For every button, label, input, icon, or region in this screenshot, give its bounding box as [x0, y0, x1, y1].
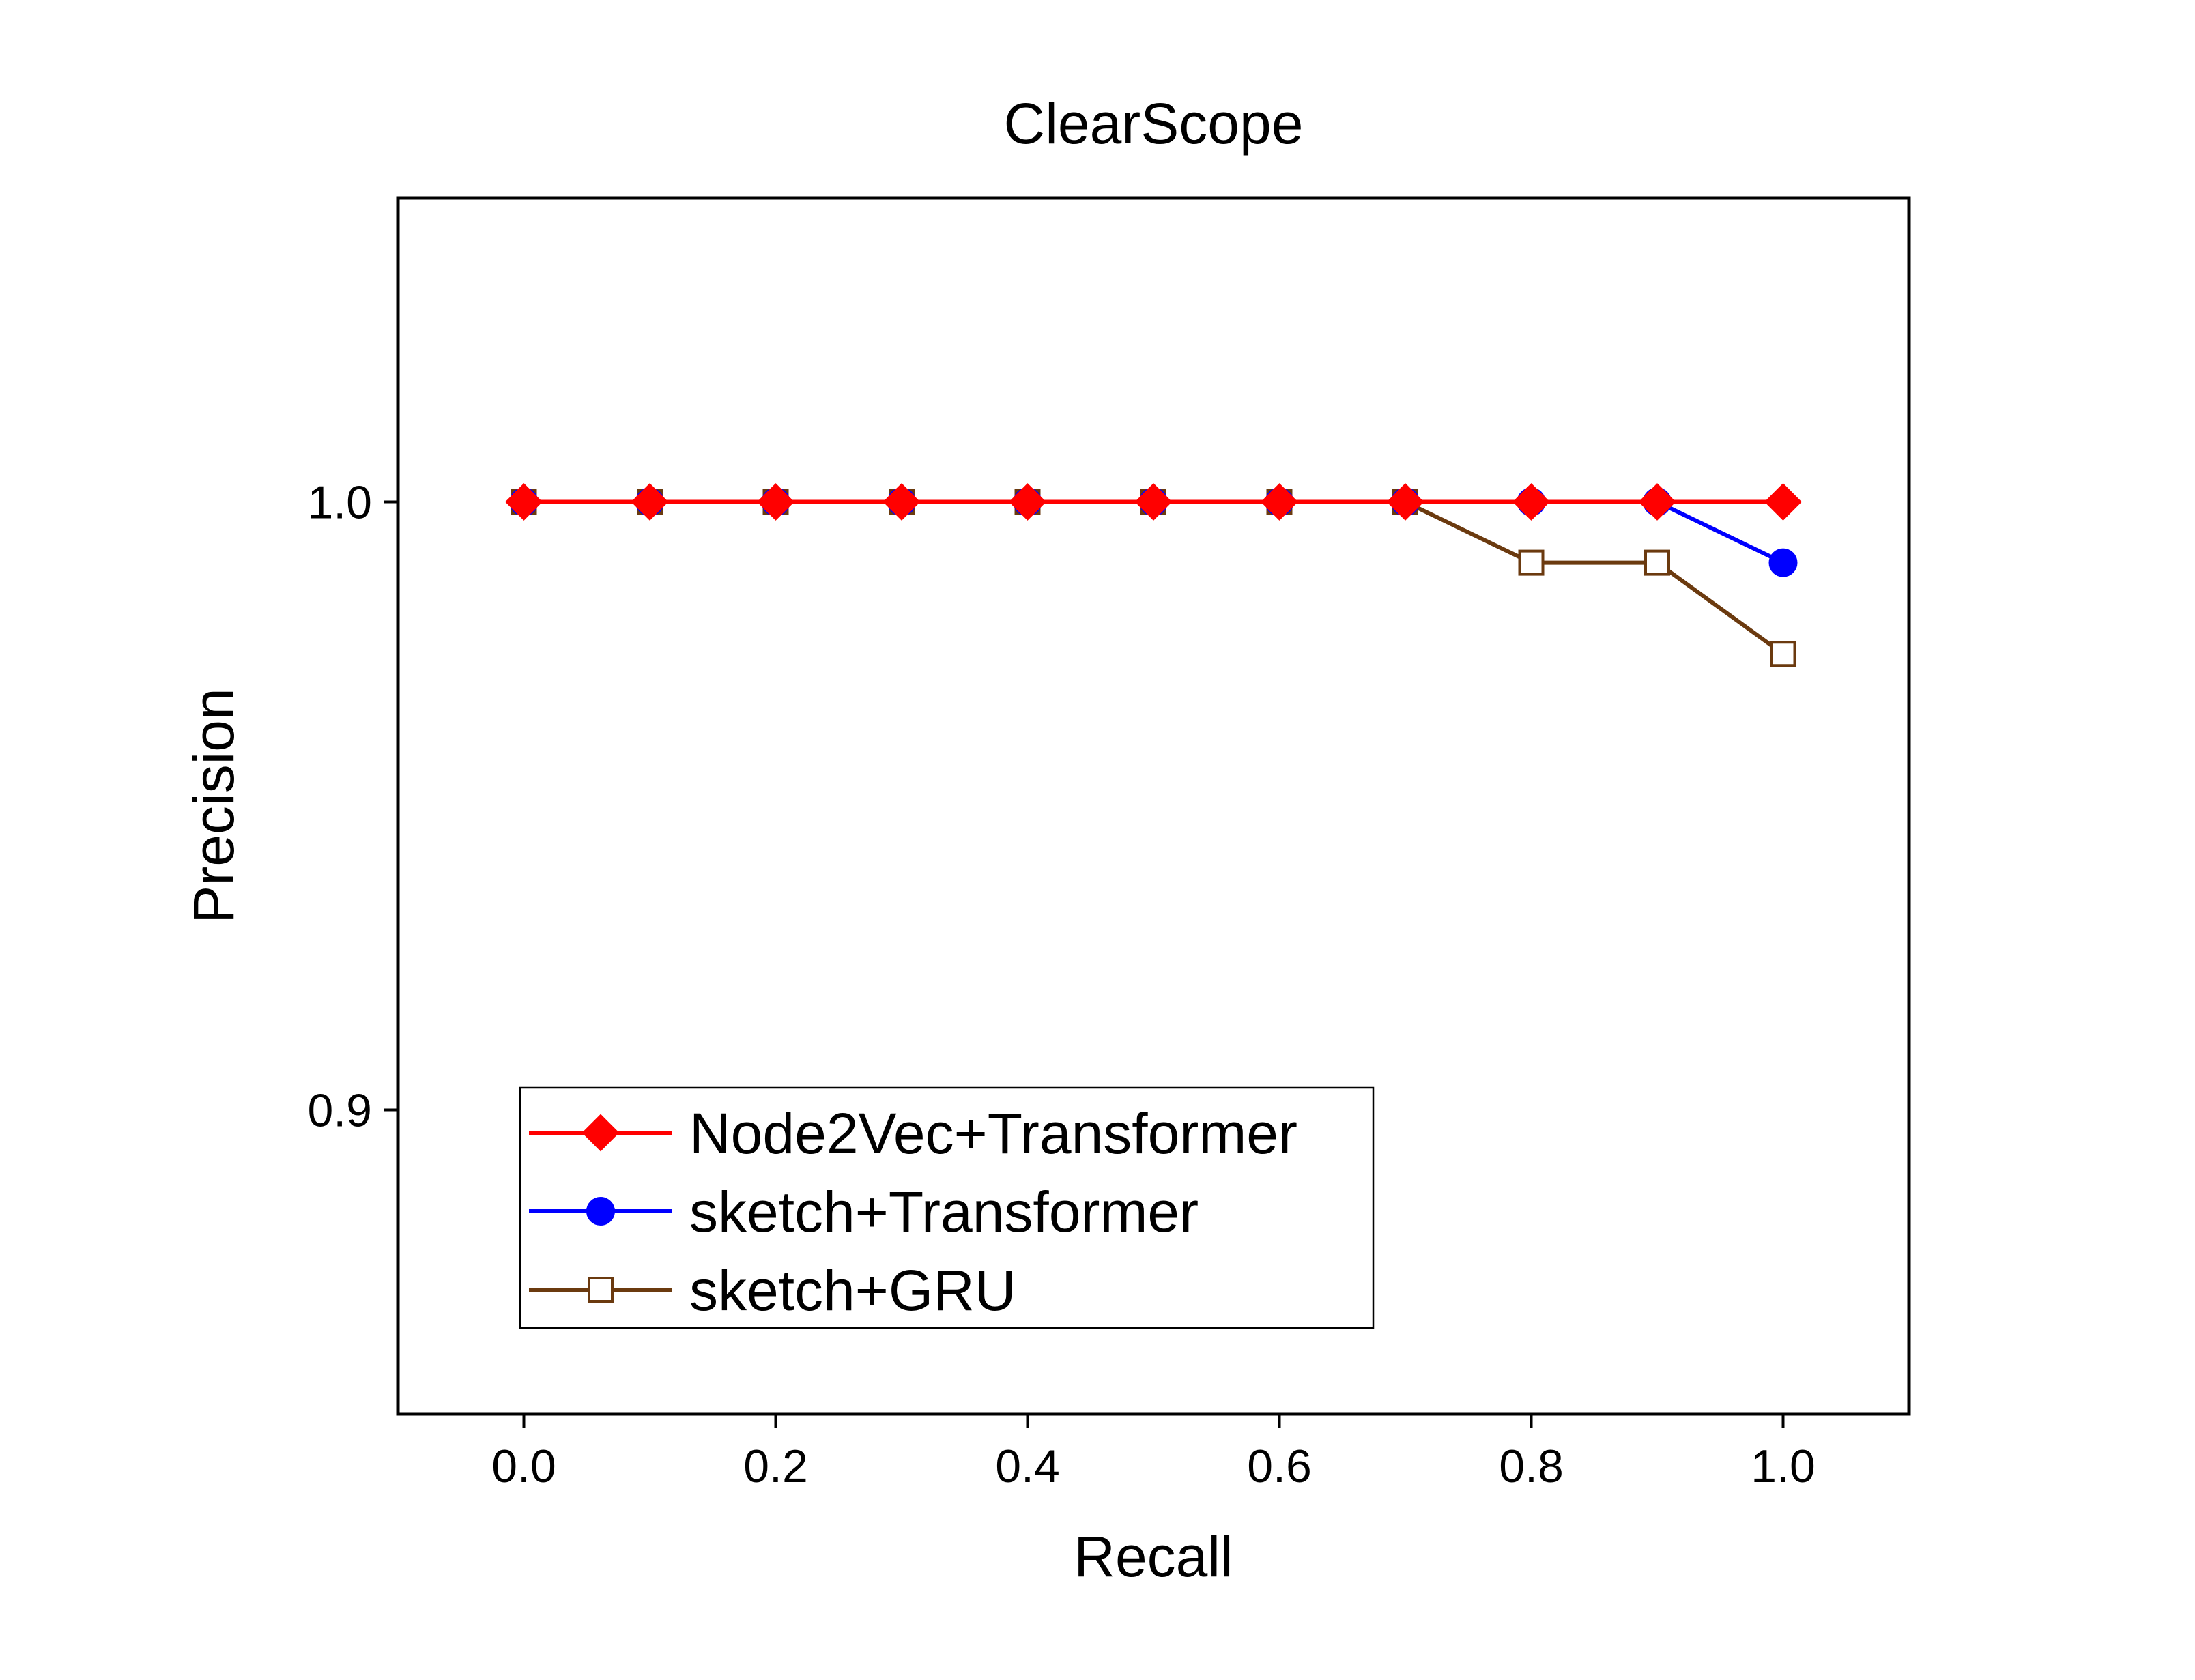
data-point — [1644, 549, 1670, 576]
plot-frame — [396, 196, 1911, 1416]
data-point — [1512, 483, 1550, 521]
y-tick-label: 1.0 — [307, 477, 372, 529]
x-axis: 0.0 0.2 0.4 0.6 0.8 1.0 — [491, 1414, 1816, 1492]
x-axis-label: Recall — [1074, 1524, 1233, 1589]
data-point — [505, 483, 543, 521]
legend-marker — [588, 1277, 614, 1303]
series-node2vec-transformer — [505, 483, 1802, 521]
legend-label: sketch+Transformer — [689, 1180, 1199, 1244]
data-point — [1518, 549, 1545, 576]
data-point — [1386, 483, 1424, 521]
y-tick-label: 0.9 — [307, 1085, 372, 1137]
x-tick-label: 0.0 — [491, 1440, 556, 1492]
data-point — [883, 483, 921, 521]
data-point — [1638, 483, 1676, 521]
data-point — [1134, 483, 1173, 521]
legend-label: sketch+GRU — [689, 1258, 1016, 1322]
data-point — [1768, 548, 1798, 577]
data-point — [757, 483, 794, 521]
data-point — [1764, 483, 1802, 521]
legend-label: Node2Vec+Transformer — [689, 1101, 1297, 1165]
legend-marker — [586, 1197, 615, 1226]
data-point — [1009, 483, 1046, 521]
legend-item: sketch+Transformer — [529, 1180, 1199, 1244]
x-tick-label: 0.8 — [1499, 1440, 1564, 1492]
data-point — [1770, 641, 1796, 667]
y-axis-label: Precision — [182, 688, 246, 923]
x-tick-label: 0.4 — [995, 1440, 1060, 1492]
data-point — [1261, 483, 1298, 521]
x-tick-label: 0.6 — [1247, 1440, 1312, 1492]
data-point — [631, 483, 669, 521]
legend-marker — [582, 1114, 620, 1152]
chart-title: ClearScope — [1004, 91, 1304, 156]
legend-item: sketch+GRU — [529, 1258, 1016, 1322]
x-tick-label: 0.2 — [743, 1440, 808, 1492]
legend-item: Node2Vec+Transformer — [529, 1101, 1297, 1165]
y-axis: 0.9 1.0 — [307, 477, 398, 1137]
plot-area — [505, 483, 1802, 667]
series-line — [523, 499, 1785, 656]
x-tick-label: 1.0 — [1751, 1440, 1816, 1492]
legend: Node2Vec+Transformer sketch+Transformer sk… — [519, 1086, 1375, 1329]
